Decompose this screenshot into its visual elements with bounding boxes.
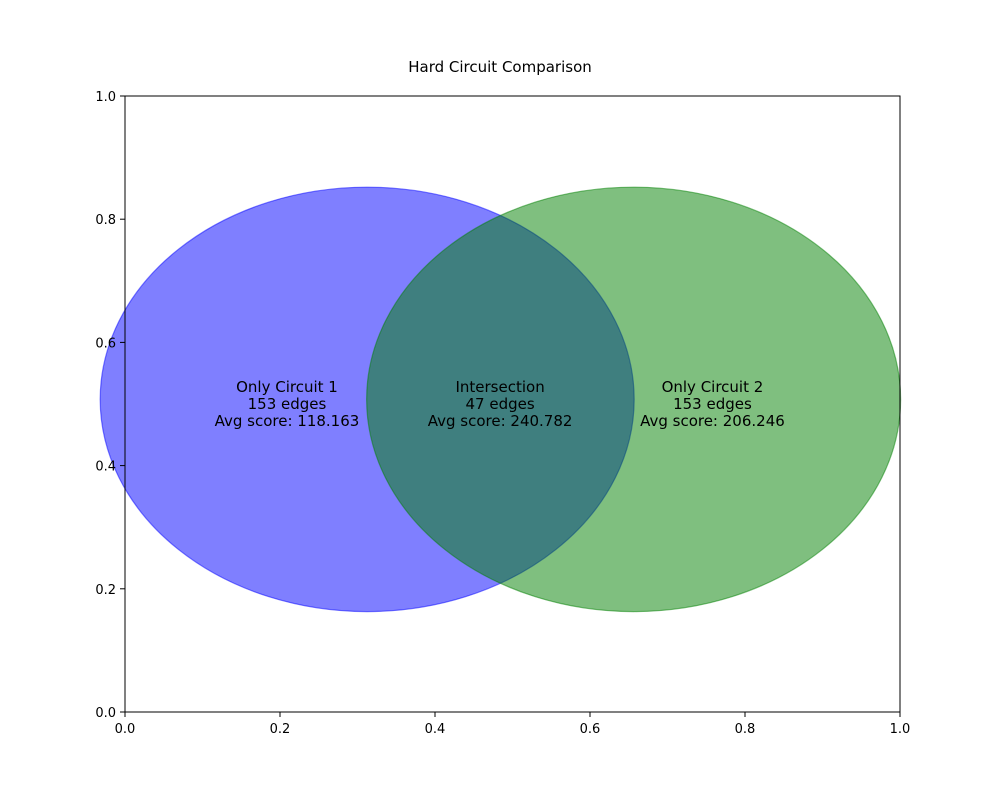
only-circuit-2-label-line: 153 edges xyxy=(673,395,752,413)
circuit-2-circle xyxy=(366,186,902,613)
only-circuit-2-label-line: Only Circuit 2 xyxy=(662,378,764,396)
x-tick-label: 0.6 xyxy=(580,722,601,737)
intersection-label-line: 47 edges xyxy=(466,395,535,413)
only-circuit-1-label-line: Only Circuit 1 xyxy=(236,378,338,396)
x-tick-label: 0.8 xyxy=(735,722,756,737)
x-tick-label: 0.0 xyxy=(115,722,136,737)
y-tick-label: 0.0 xyxy=(95,706,116,721)
intersection-label-line: Intersection xyxy=(455,378,544,396)
y-tick-label: 0.4 xyxy=(95,460,116,475)
x-tick-label: 0.2 xyxy=(270,722,291,737)
y-tick-label: 0.2 xyxy=(95,583,116,598)
y-tick-label: 0.8 xyxy=(95,213,116,228)
only-circuit-1-label-line: Avg score: 118.163 xyxy=(215,412,360,430)
axes-frame xyxy=(124,95,901,713)
plot-area xyxy=(99,186,902,613)
x-tick-label: 1.0 xyxy=(890,722,911,737)
only-circuit-2-label: Only Circuit 2 153 edges Avg score: 206.24… xyxy=(640,378,785,430)
only-circuit-1-label-line: 153 edges xyxy=(248,395,327,413)
y-axis: 0.0 0.2 0.4 0.6 0.8 1.0 xyxy=(95,90,125,721)
intersection-label: Intersection 47 edges Avg score: 240.782 xyxy=(428,378,573,430)
intersection-label-line: Avg score: 240.782 xyxy=(428,412,573,430)
only-circuit-1-label: Only Circuit 1 153 edges Avg score: 118.16… xyxy=(215,378,360,430)
y-tick-label: 0.6 xyxy=(95,336,116,351)
x-axis: 0.0 0.2 0.4 0.6 0.8 1.0 xyxy=(115,712,911,737)
region-labels: Only Circuit 1 153 edges Avg score: 118.16… xyxy=(215,378,785,430)
only-circuit-2-label-line: Avg score: 206.246 xyxy=(640,412,785,430)
x-tick-label: 0.4 xyxy=(425,722,446,737)
y-tick-label: 1.0 xyxy=(95,90,116,105)
chart-title: Hard Circuit Comparison xyxy=(408,58,592,76)
